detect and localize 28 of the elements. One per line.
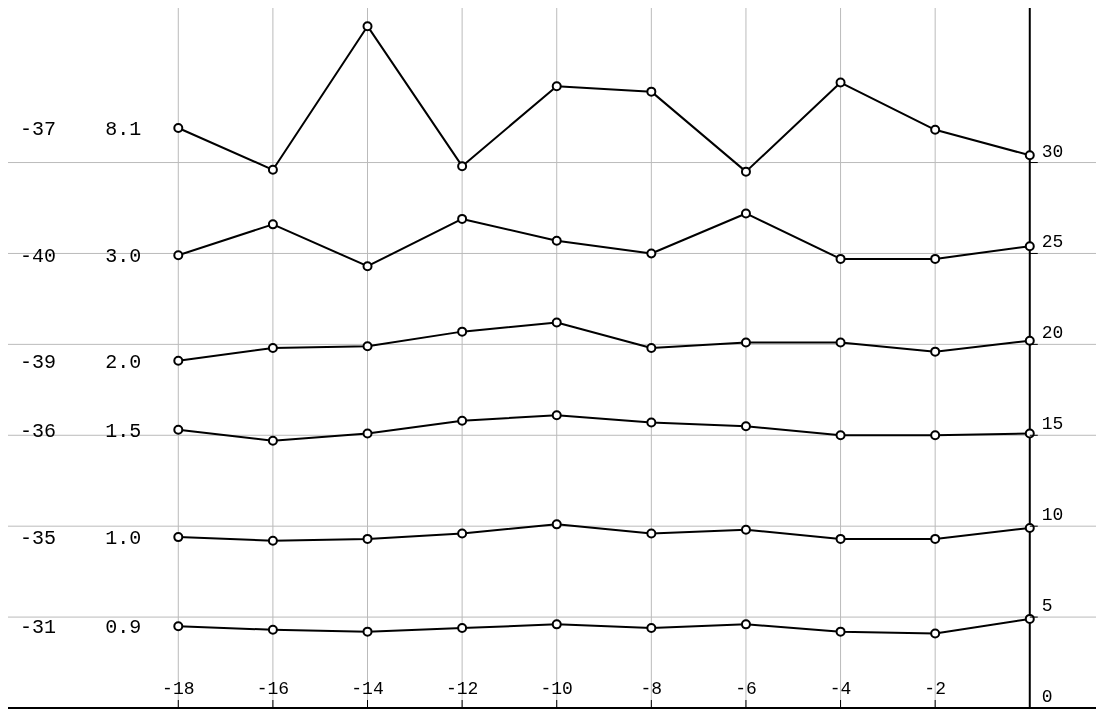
y-tick-label: 30: [1041, 141, 1064, 162]
y-tick-label: 15: [1041, 414, 1064, 435]
series-label: 3.0: [105, 245, 142, 269]
y-tick-label: 0: [1041, 687, 1053, 707]
x-tick-label: -2: [924, 679, 946, 699]
x-tick-label: -18: [162, 679, 195, 699]
annotation: -40: [19, 245, 57, 269]
series-label: 1.5: [105, 419, 142, 443]
annotation: -35: [19, 527, 57, 551]
annotation: -31: [19, 616, 57, 640]
x-tick-label: -10: [540, 679, 573, 699]
x-tick-label: -6: [735, 679, 757, 699]
x-tick-label: -8: [640, 679, 663, 699]
series-label: 1.0: [105, 527, 142, 551]
annotation: -39: [19, 350, 57, 374]
y-tick-label: 5: [1041, 596, 1053, 617]
annotation: -37: [19, 118, 57, 141]
x-tick-label: -16: [256, 679, 290, 699]
y-tick-label: 25: [1041, 232, 1064, 253]
y-tick-label: 20: [1041, 323, 1064, 344]
x-tick-label: -4: [829, 679, 852, 699]
y-tick-label: 10: [1041, 505, 1064, 526]
series-label: 0.9: [105, 616, 142, 640]
x-tick-label: -14: [351, 679, 384, 699]
series-label: 2.0: [105, 350, 142, 374]
series-label: 8.1: [105, 118, 142, 141]
annotation: -36: [19, 419, 57, 443]
x-tick-label: -12: [445, 679, 479, 699]
